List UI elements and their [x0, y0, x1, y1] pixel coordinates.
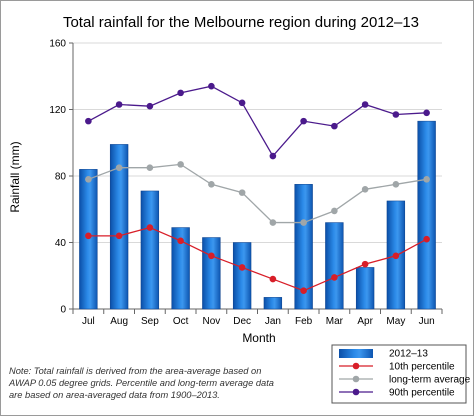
- footnote-line: are based on area-averaged data from 190…: [9, 390, 220, 400]
- bar: [79, 169, 98, 310]
- data-point: [146, 102, 154, 110]
- x-tick-label: Mar: [326, 316, 344, 327]
- legend-label: long-term average: [389, 375, 471, 386]
- bar: [355, 267, 375, 310]
- data-point: [423, 176, 430, 183]
- data-point: [392, 181, 400, 188]
- x-tick-label: Jul: [82, 316, 95, 327]
- x-tick-label: Dec: [233, 316, 251, 327]
- data-point: [300, 287, 307, 295]
- data-point: [269, 275, 277, 283]
- footnote-line: Note: Total rainfall is derived from the…: [9, 366, 262, 376]
- y-tick-label: 120: [49, 105, 66, 116]
- data-point: [423, 109, 430, 117]
- series-line: [88, 85, 427, 158]
- footnote-line: AWAP 0.05 degree grids. Percentile and l…: [9, 378, 274, 388]
- bar: [202, 237, 221, 310]
- x-tick-label: Apr: [357, 316, 373, 327]
- data-point: [177, 237, 184, 245]
- x-tick-label: Oct: [173, 316, 189, 327]
- x-tick-label: Jan: [265, 316, 281, 327]
- data-point: [392, 252, 400, 260]
- data-point: [115, 164, 123, 171]
- plot-area: 0 40 80 120 160 Jul Aug Sep Oct Nov Dec Jan Feb Mar Ap…: [49, 39, 443, 327]
- data-point: [115, 101, 123, 108]
- y-tick-label: 40: [55, 238, 67, 249]
- data-point: [300, 219, 307, 226]
- bar: [294, 184, 313, 310]
- footnote: Note: Total rainfall is derived from the…: [9, 365, 319, 401]
- legend-swatch: [339, 349, 373, 358]
- chart-title: Total rainfall for the Melbourne region …: [63, 14, 419, 31]
- x-axis-label: Month: [242, 331, 275, 345]
- bar: [232, 242, 252, 310]
- y-tick-label: 160: [49, 39, 66, 50]
- data-point: [300, 117, 307, 125]
- data-point: [269, 219, 277, 226]
- data-point: [238, 189, 246, 196]
- series-line: [88, 226, 427, 292]
- bar: [325, 222, 344, 310]
- data-point: [361, 101, 369, 108]
- data-point: [331, 122, 338, 130]
- data-point: [238, 99, 246, 107]
- y-tick-label: 80: [55, 172, 67, 183]
- bar: [109, 144, 129, 310]
- x-tick-label: May: [386, 316, 405, 327]
- x-tick-label: Aug: [110, 316, 128, 327]
- legend-marker: [352, 375, 360, 383]
- y-tick-label: 0: [60, 305, 66, 316]
- data-point: [146, 224, 154, 231]
- x-tick-label: Jun: [419, 316, 435, 327]
- data-point: [85, 117, 92, 125]
- legend-label: 90th percentile: [389, 388, 455, 399]
- legend-marker: [352, 388, 360, 396]
- legend: 2012–13 10th percentile long-term average 9…: [331, 344, 471, 404]
- y-axis-label: Rainfall (mm): [8, 141, 22, 212]
- data-point: [331, 274, 338, 281]
- data-point: [177, 89, 184, 97]
- data-point: [269, 152, 277, 160]
- data-point: [392, 111, 400, 118]
- data-point: [115, 232, 123, 240]
- data-point: [423, 235, 430, 243]
- bar: [171, 227, 190, 310]
- series-line: [88, 163, 427, 224]
- bar: [417, 120, 436, 310]
- data-point: [85, 176, 92, 183]
- data-point: [361, 186, 369, 193]
- data-point: [208, 181, 215, 188]
- data-point: [331, 207, 338, 215]
- legend-label: 10th percentile: [389, 362, 455, 373]
- data-point: [208, 252, 215, 260]
- bar: [140, 190, 160, 310]
- legend-marker: [352, 362, 360, 370]
- data-point: [146, 164, 154, 171]
- data-point: [361, 260, 369, 268]
- legend-label: 2012–13: [389, 349, 428, 360]
- data-point: [238, 264, 246, 271]
- x-tick-label: Nov: [202, 316, 220, 327]
- data-point: [85, 232, 92, 240]
- bar: [263, 297, 283, 310]
- x-tick-label: Sep: [141, 316, 159, 327]
- x-tick-label: Feb: [295, 316, 313, 327]
- data-point: [177, 161, 184, 168]
- data-point: [208, 82, 215, 90]
